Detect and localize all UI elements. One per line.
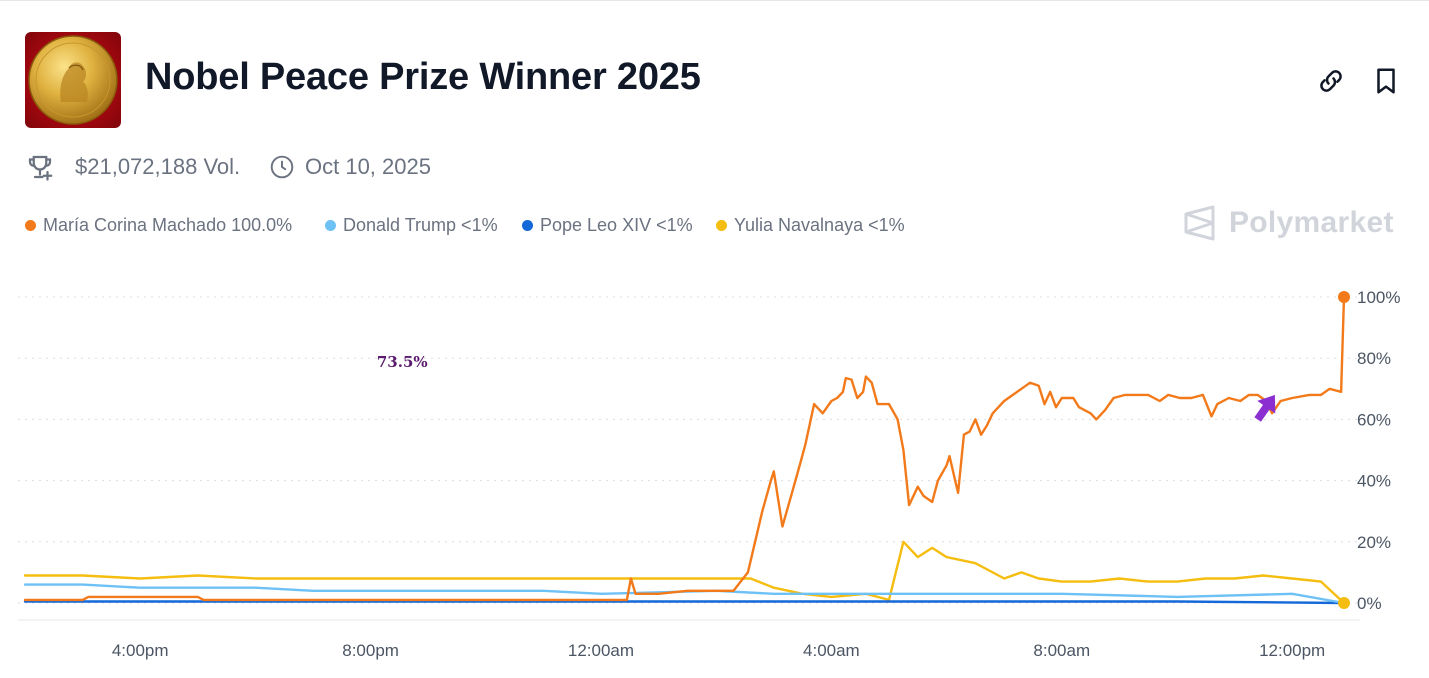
clock-icon	[270, 155, 294, 179]
end-marker-yulia-navalnaya	[1338, 597, 1350, 609]
legend-item-trump[interactable]: Donald Trump <1%	[325, 212, 498, 238]
series-line-mar-a-corina-machado	[23, 295, 1346, 602]
end-date-text: Oct 10, 2025	[305, 154, 431, 179]
x-axis: 4:00pm 8:00pm 12:00am 4:00am 8:00am 12:00pm	[112, 641, 1325, 660]
legend-dot-navalnaya	[716, 219, 727, 231]
legend-label-trump: Donald Trump <1%	[343, 214, 498, 235]
legend-label-pope-leo: Pope Leo XIV <1%	[540, 214, 693, 235]
nobel-medal-icon[interactable]	[25, 32, 121, 128]
legend-item-pope-leo[interactable]: Pope Leo XIV <1%	[522, 212, 693, 238]
bookmark-icon	[1377, 68, 1395, 94]
copy-link-button[interactable]	[1316, 66, 1346, 96]
x-tick-label: 12:00pm	[1259, 641, 1325, 660]
legend-dot-pope-leo	[522, 219, 533, 231]
y-tick-label: 100%	[1357, 288, 1400, 307]
y-axis: 0% 20% 40% 60% 80% 100%	[1357, 288, 1400, 613]
price-chart[interactable]: 0%20%40%60%80%100% 4:00pm 8:00pm 12:00am 4:…	[0, 240, 1429, 678]
annotation-layer: 73.5%	[377, 353, 1276, 422]
trophy-icon	[28, 155, 53, 181]
y-tick-label: 0%	[1357, 594, 1382, 613]
y-tick-label: 20%	[1357, 533, 1391, 552]
volume-text: $21,072,188 Vol.	[75, 154, 241, 179]
y-tick-label: 40%	[1357, 472, 1391, 491]
end-date-info: Oct 10, 2025	[269, 152, 431, 182]
legend-label-navalnaya: Yulia Navalnaya <1%	[734, 214, 905, 235]
peak-annotation: 73.5%	[377, 353, 428, 371]
page-title: Nobel Peace Prize Winner 2025	[145, 56, 701, 98]
legend-label-machado: María Corina Machado 100.0%	[43, 214, 293, 235]
legend-item-machado[interactable]: María Corina Machado 100.0%	[25, 212, 292, 238]
x-tick-label: 4:00am	[803, 641, 860, 660]
chart-legend: María Corina Machado 100.0% Donald Trump…	[25, 212, 1125, 238]
legend-dot-machado	[25, 219, 36, 231]
x-tick-label: 8:00am	[1033, 641, 1090, 660]
legend-dot-trump	[325, 219, 336, 231]
market-meta: $21,072,188 Vol. Oct 10, 2025	[25, 152, 725, 182]
marker-layer	[1338, 291, 1350, 609]
y-tick-label: 60%	[1357, 410, 1391, 429]
x-tick-label: 12:00am	[568, 641, 634, 660]
series-line-donald-trump	[23, 583, 1346, 605]
volume-info: $21,072,188 Vol.	[25, 152, 240, 182]
top-divider	[0, 0, 1429, 1]
series-line-yulia-navalnaya	[23, 540, 1346, 605]
end-marker-mar-a-corina-machado	[1338, 291, 1350, 303]
series-layer	[23, 295, 1346, 605]
series-line-pope-leo-xiv	[23, 600, 1346, 605]
market-header: Nobel Peace Prize Winner 2025	[25, 32, 1405, 128]
polymarket-logo-icon	[1184, 205, 1215, 241]
x-tick-label: 8:00pm	[342, 641, 399, 660]
bookmark-button[interactable]	[1371, 66, 1401, 96]
x-tick-label: 4:00pm	[112, 641, 169, 660]
legend-item-navalnaya[interactable]: Yulia Navalnaya <1%	[716, 212, 905, 238]
purple-arrow-icon	[1254, 394, 1276, 422]
grid-layer	[18, 296, 1360, 621]
arrow-shape	[1254, 394, 1276, 422]
y-tick-label: 80%	[1357, 349, 1391, 368]
brand-name: Polymarket	[1229, 206, 1394, 239]
link-icon	[1320, 70, 1342, 92]
polymarket-watermark: Polymarket	[1183, 203, 1403, 243]
